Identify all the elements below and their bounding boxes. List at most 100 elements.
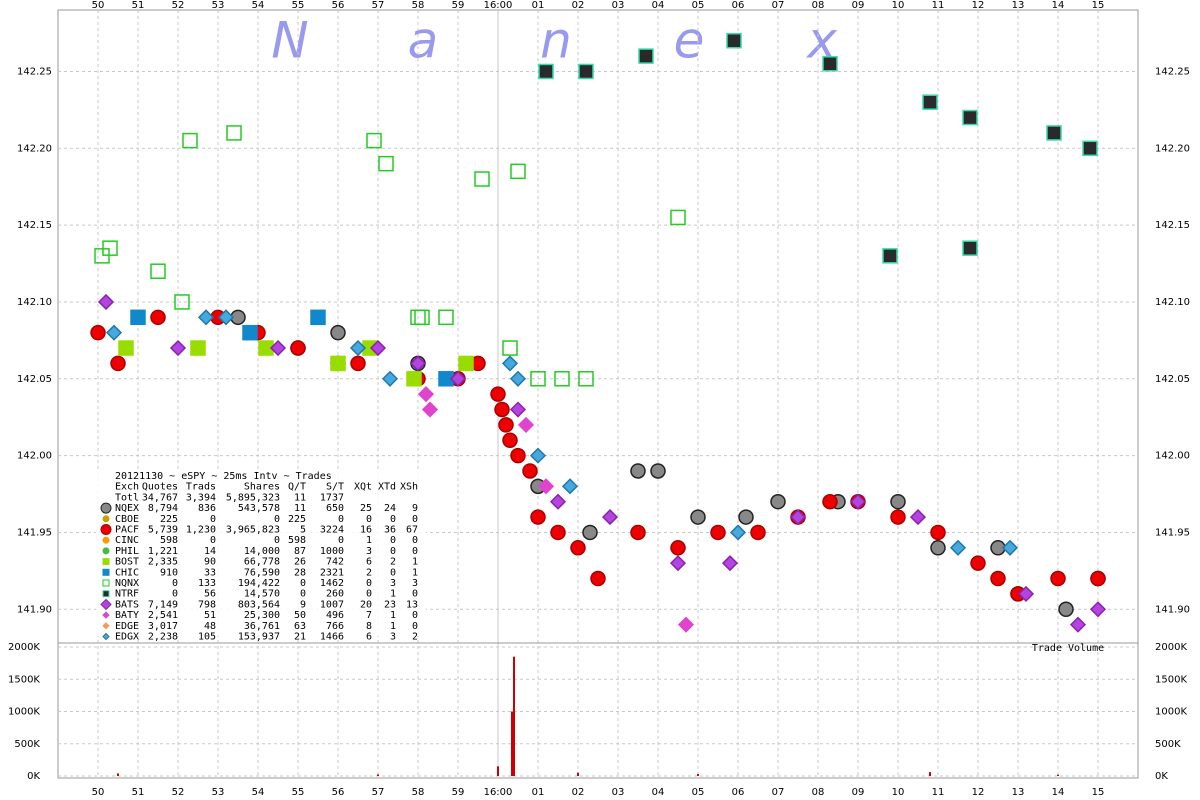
table-cell: 8 [366, 621, 372, 632]
table-cell: 1,221 [148, 546, 178, 557]
x-tick-label: 51 [132, 0, 145, 11]
x-tick-label: 12 [972, 787, 985, 798]
trade-marker [509, 401, 527, 418]
table-cell: 3,965,823 [226, 525, 280, 536]
table-cell: 14,570 [244, 589, 280, 600]
trade-marker [494, 401, 510, 418]
volume-title: Trade Volume [1032, 643, 1104, 654]
table-cell: 543,578 [238, 503, 280, 514]
trade-marker [930, 524, 946, 541]
table-cell: 1 [412, 557, 418, 568]
y-tick-label: 500K [14, 739, 40, 750]
quote-marker [554, 371, 570, 387]
trade-marker [1069, 616, 1087, 633]
x-tick-label: 08 [812, 787, 825, 798]
y-tick-label: 141.90 [17, 604, 52, 615]
x-tick-label: 10 [892, 0, 905, 11]
x-tick-label: 04 [652, 787, 665, 798]
quote-marker [102, 579, 110, 587]
table-cell: 1737 [320, 492, 344, 503]
trade-marker [930, 540, 946, 556]
x-tick-label: 01 [532, 0, 545, 11]
table-cell: 6 [366, 632, 372, 643]
y-tick-label: 142.00 [17, 451, 52, 462]
x-tick-label: 58 [412, 787, 425, 798]
x-tick-label: 54 [252, 787, 265, 798]
table-cell: 0 [412, 589, 418, 600]
table-cell: 6 [366, 557, 372, 568]
y-tick-label: 142.25 [1155, 66, 1190, 77]
table-cell: 2 [366, 567, 372, 578]
table-cell: 33 [204, 567, 216, 578]
trade-marker [269, 339, 287, 357]
trade-marker [550, 524, 566, 541]
table-cell: 0 [390, 546, 396, 557]
table-cell: 9 [412, 503, 418, 514]
table-cell: 0 [338, 514, 344, 525]
table-cell: 87 [294, 546, 306, 557]
legend-label: NQNX [115, 578, 139, 589]
quote-marker [530, 371, 546, 387]
x-tick-label: 16:00 [484, 787, 513, 798]
x-tick-label: 08 [812, 0, 825, 11]
quote-marker [226, 125, 242, 141]
trade-marker [970, 555, 986, 571]
trade-marker [102, 632, 110, 641]
trade-marker [102, 568, 110, 576]
trade-marker [217, 309, 235, 326]
table-cell: 598 [288, 535, 306, 546]
y-tick-label: 141.95 [17, 527, 52, 538]
trade-marker [949, 539, 967, 556]
table-cell: 1000 [320, 546, 344, 557]
table-cell: 3224 [320, 525, 344, 536]
trade-marker [650, 463, 666, 479]
quote-marker [102, 240, 118, 256]
x-tick-label: 07 [772, 0, 785, 11]
x-tick-label: 09 [852, 0, 865, 11]
trade-marker [100, 524, 112, 535]
trade-marker [102, 590, 110, 598]
table-cell: Q/T [288, 482, 306, 493]
trade-marker [1001, 539, 1019, 556]
x-tick-label: 58 [412, 0, 425, 11]
trade-marker [630, 463, 646, 479]
trade-marker [110, 355, 126, 372]
table-cell: 5 [300, 525, 306, 536]
table-cell: 66,778 [244, 557, 280, 568]
legend-label: PHIL [115, 546, 139, 557]
quote-marker [366, 132, 382, 149]
x-tick-label: 02 [572, 0, 585, 11]
trade-marker [726, 32, 742, 49]
x-tick-label: 10 [892, 787, 905, 798]
trade-marker [509, 370, 527, 387]
table-cell: 496 [326, 610, 344, 621]
quote-marker [378, 155, 394, 172]
table-cell: 798 [198, 599, 216, 610]
table-cell: 3 [390, 632, 396, 643]
x-tick-label: 16:00 [484, 0, 513, 11]
trade-marker [349, 339, 367, 357]
trade-marker [962, 240, 978, 256]
y-tick-label: 2000K [1155, 642, 1187, 653]
quote-marker [182, 132, 198, 149]
x-tick-label: 59 [452, 787, 465, 798]
trade-marker [510, 447, 526, 464]
table-cell: 0 [274, 535, 280, 546]
trade-marker [449, 370, 467, 387]
table-cell: 90 [204, 557, 216, 568]
table-cell: 0 [412, 514, 418, 525]
table-cell: 2,238 [148, 632, 178, 643]
table-cell: 16 [360, 525, 372, 536]
plot-frame [57, 9, 1139, 779]
table-cell: Trads [186, 482, 216, 493]
table-cell: 3 [366, 546, 372, 557]
table-cell: 0 [366, 589, 372, 600]
trade-marker [522, 463, 538, 479]
legend-label: BATY [115, 610, 139, 621]
legend-label: NTRF [115, 589, 139, 600]
trade-marker [197, 309, 215, 326]
y-tick-label: 500K [1155, 739, 1181, 750]
trade-marker [310, 309, 326, 326]
trade-marker [330, 355, 346, 372]
table-cell: 1 [390, 621, 396, 632]
